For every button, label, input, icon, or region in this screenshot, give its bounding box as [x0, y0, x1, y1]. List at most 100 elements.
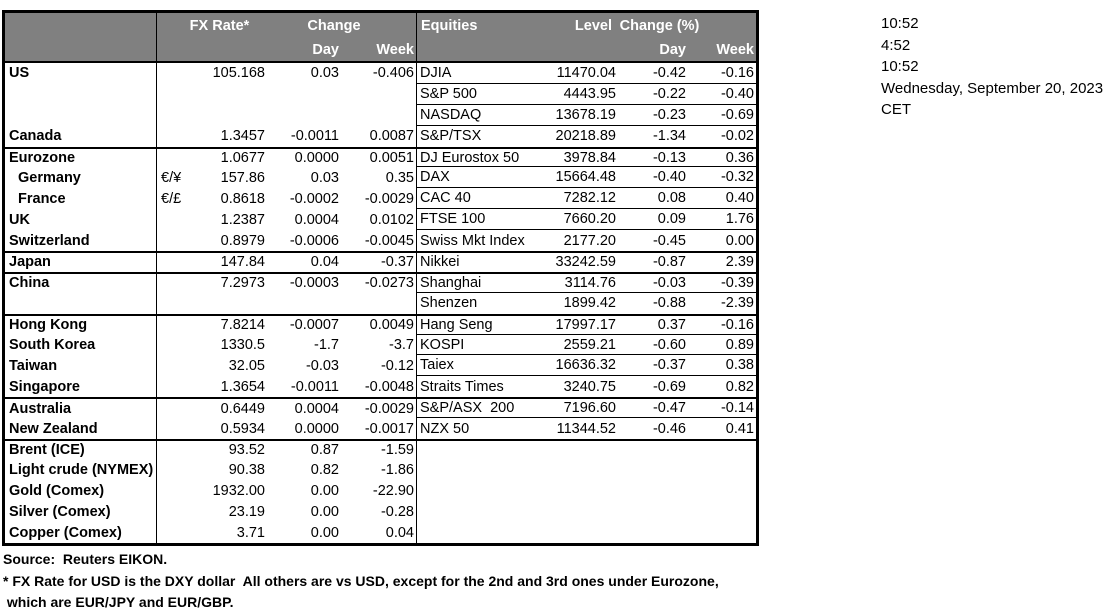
- table-row: Canada 1.3457 -0.0011 0.0087 S&P/TSX 202…: [5, 125, 756, 147]
- equity-day-change-cell: -0.03: [618, 274, 690, 293]
- table-row: Taiwan 32.05 -0.03 -0.12 Taiex 16636.32 …: [5, 355, 756, 377]
- fx-day-change-cell: 0.87: [310, 442, 339, 459]
- currency-pair-cell: [156, 253, 192, 272]
- equity-level-cell: [532, 460, 618, 481]
- table-row: Shenzen 1899.42 -0.88 -2.39: [5, 292, 756, 314]
- equity-level-cell: 7196.60: [532, 399, 618, 419]
- table-row: Gold (Comex) 1932.00 0.00 -22.90: [5, 480, 756, 502]
- currency-pair-cell: [156, 292, 192, 314]
- equities-day-header: Day: [659, 42, 686, 58]
- equity-level-cell: 4443.95: [532, 84, 618, 105]
- fx-rate-cell: 7.2973: [220, 275, 265, 292]
- fx-week-change-cell: -0.0029: [364, 190, 414, 207]
- equity-week-change-cell: 2.39: [725, 254, 754, 271]
- currency-pair-cell: [156, 522, 192, 544]
- equity-week-change-cell: 0.41: [725, 420, 754, 437]
- equity-level-cell: 3978.84: [532, 149, 618, 168]
- fx-rate-cell: 0.6449: [220, 400, 265, 417]
- equity-week-change-cell: -0.40: [690, 84, 756, 105]
- equity-day-change-cell: [618, 502, 690, 523]
- equity-level-cell: 13678.19: [532, 105, 618, 126]
- table-row: Silver (Comex) 23.19 0.00 -0.28: [5, 501, 756, 523]
- fx-rate-cell: 105.168: [212, 65, 265, 82]
- source-note: Source: Reuters EIKON.: [3, 551, 168, 567]
- table-row: Australia 0.6449 0.0004 -0.0029 S&P/ASX …: [5, 397, 756, 419]
- fx-rate-cell: 90.38: [228, 462, 265, 479]
- table-row: Light crude (NYMEX) 90.38 0.82 -1.86: [5, 459, 756, 481]
- equity-week-change-cell: 0.38: [690, 355, 756, 377]
- currency-pair-cell: [156, 125, 192, 147]
- country-cell: Australia: [9, 400, 72, 417]
- equity-week-change-cell: -0.16: [690, 63, 756, 84]
- equity-day-change-cell: -0.22: [618, 84, 690, 105]
- header-blank-cell: [156, 39, 282, 61]
- equity-name-cell: DJ Eurostox 50: [416, 148, 532, 168]
- table-body: US 105.168 0.03 -0.406 DJIA 11470.04 -0.…: [5, 63, 756, 544]
- equity-day-change-cell: -0.87: [652, 254, 686, 271]
- equity-name-cell: KOSPI: [416, 334, 532, 356]
- equities-header: Equities: [416, 13, 532, 39]
- fx-rate-cell: 93.52: [228, 442, 265, 459]
- equities-change-header: Change (%): [619, 18, 700, 34]
- equity-week-change-cell: [690, 441, 756, 460]
- table-row: South Korea 1330.5 -1.7 -3.7 KOSPI 2559.…: [5, 334, 756, 356]
- fx-rate-cell: [192, 105, 282, 126]
- equity-level-cell: [532, 481, 618, 502]
- fx-week-change-cell: -0.406: [372, 65, 414, 82]
- fx-week-change-cell: -0.28: [380, 504, 414, 521]
- currency-pair-cell: [156, 148, 192, 168]
- fx-day-change-cell: -0.0003: [289, 275, 339, 292]
- fx-day-change-cell: 0.0004: [294, 400, 339, 417]
- fx-day-change-cell: 0.00: [310, 483, 339, 500]
- fx-rate-cell: 3.71: [236, 525, 265, 542]
- fx-week-change-cell: -3.7: [389, 337, 414, 354]
- equity-week-change-cell: -0.16: [690, 316, 756, 335]
- currency-pair-cell: [156, 209, 192, 231]
- fx-day-change-cell: [282, 293, 354, 314]
- currency-pair-cell: [156, 230, 192, 252]
- country-cell: Canada: [9, 128, 62, 145]
- equity-week-change-cell: -2.39: [720, 295, 754, 312]
- equity-level-cell: 16636.32: [532, 355, 618, 377]
- header-blank-cell: [5, 39, 156, 61]
- fx-rate-cell: [192, 84, 282, 105]
- currency-pair-cell: [156, 355, 192, 377]
- table-row: US 105.168 0.03 -0.406 DJIA 11470.04 -0.…: [5, 63, 756, 84]
- equity-level-cell: 33242.59: [555, 254, 616, 271]
- fx-rate-cell: 1.0677: [220, 150, 265, 166]
- table-row: UK 1.2387 0.0004 0.0102 FTSE 100 7660.20…: [5, 209, 756, 231]
- fx-change-header: Change: [307, 18, 361, 34]
- equity-day-change-cell: -0.69: [652, 378, 686, 395]
- fx-week-change-cell: -22.90: [372, 483, 414, 500]
- fx-rate-cell: 1932.00: [212, 483, 265, 500]
- country-cell: Copper (Comex): [9, 525, 122, 542]
- equity-name-cell: S&P/TSX: [416, 125, 532, 147]
- equity-level-cell: 17997.17: [532, 316, 618, 335]
- fx-rate-cell: 1.3457: [220, 128, 265, 145]
- country-cell: South Korea: [9, 337, 96, 354]
- fx-day-change-cell: [282, 105, 354, 126]
- fx-week-change-cell: -1.86: [380, 462, 414, 479]
- fx-rate-cell: 1.3654: [220, 378, 265, 395]
- table-row: Singapore 1.3654 -0.0011 -0.0048 Straits…: [5, 376, 756, 398]
- country-cell: China: [9, 275, 50, 292]
- fx-week-change-cell: -1.59: [380, 442, 414, 459]
- equity-level-cell: 7660.20: [532, 209, 618, 231]
- date-line: Wednesday, September 20, 2023: [881, 79, 1104, 97]
- fx-week-change-cell: 0.04: [385, 525, 414, 542]
- fx-day-change-cell: 0.0004: [294, 211, 339, 228]
- currency-pair-cell: €/£: [156, 188, 192, 210]
- equity-day-change-cell: [618, 523, 690, 544]
- fx-day-header: Day: [312, 42, 339, 58]
- fx-week-change-cell: -0.0017: [364, 420, 414, 437]
- equity-week-change-cell: 0.82: [725, 378, 754, 395]
- equity-level-cell: 3240.75: [563, 378, 616, 395]
- fx-rate-cell: 23.19: [228, 504, 265, 521]
- equity-day-change-cell: -0.13: [618, 149, 690, 168]
- fx-rate-cell: 32.05: [228, 357, 265, 374]
- fx-day-change-cell: -0.0011: [290, 378, 339, 395]
- equity-name-cell: Nikkei: [416, 253, 532, 272]
- table-row: Germany €/¥ 157.86 0.03 0.35 DAX 15664.4…: [5, 167, 756, 189]
- fx-day-change-cell: 0.04: [310, 254, 339, 271]
- fx-rate-header: FX Rate*: [156, 13, 282, 39]
